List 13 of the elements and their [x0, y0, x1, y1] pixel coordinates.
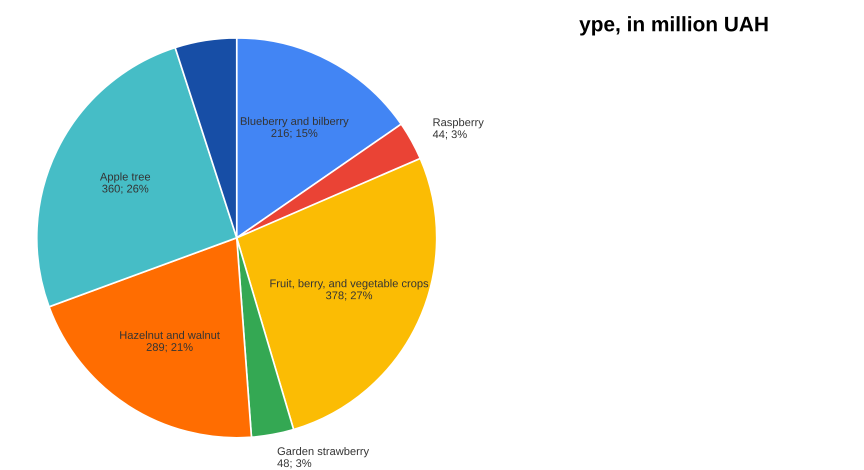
data-label: 44; 3%	[432, 130, 467, 140]
slice-label: Blueberry and bilberry	[240, 116, 349, 128]
data-label: 216; 15%	[271, 129, 318, 138]
slice-label: Apple tree	[100, 172, 150, 183]
slice-label: Hazelnut and walnut	[120, 330, 220, 340]
slice-label: Garden strawberry	[278, 446, 370, 458]
slice-label: Raspberry	[433, 118, 484, 128]
text: ype, in million UAH	[579, 16, 768, 36]
data-label: 48; 3%	[277, 459, 312, 468]
data-label: 360; 26%	[102, 184, 148, 194]
slice-label: Fruit, berry, and vegetable crops	[270, 279, 428, 290]
data-label: 378; 27%	[326, 291, 372, 301]
data-label: 289; 21%	[146, 343, 193, 352]
